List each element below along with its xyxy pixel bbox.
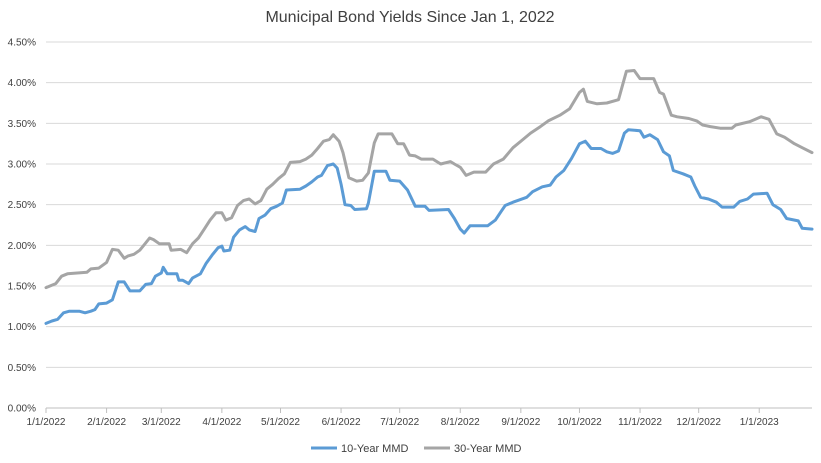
x-tick-label: 9/1/2022 [501,417,540,428]
x-axis: 1/1/2022 2/1/2022 3/1/2022 4/1/2022 5/1/2022… [27,408,779,428]
y-tick-label: 2.00% [8,241,36,252]
y-tick-label: 1.50% [8,282,36,293]
x-tick-label: 7/1/2022 [380,417,419,428]
x-tick-label: 12/1/2022 [676,417,721,428]
y-tick-label: 3.50% [8,119,36,130]
legend-label: 10-Year MMD [341,443,409,455]
y-tick-label: 0.00% [8,404,36,415]
legend: 10-Year MMD 30-Year MMD [311,443,522,455]
y-tick-label: 3.00% [8,160,36,171]
series-line-10-year-mmd [44,128,814,325]
y-axis-ticks: 0.00% 0.50% 1.00% 1.50% 2.00% 2.50% 3.00% 3.50%… [8,38,36,415]
y-tick-label: 4.50% [8,38,36,49]
x-tick-label: 5/1/2022 [261,417,300,428]
x-tick-label: 10/1/2022 [557,417,602,428]
x-tick-label: 6/1/2022 [322,417,361,428]
y-tick-label: 1.00% [8,322,36,333]
legend-label: 30-Year MMD [454,443,522,455]
x-tick-label: 11/1/2022 [618,417,662,428]
y-tick-label: 2.50% [8,200,36,211]
series-line-30-year-mmd [44,69,814,290]
x-tick-label: 1/1/2023 [740,417,779,428]
x-tick-label: 3/1/2022 [142,417,181,428]
series-lines [44,69,814,325]
chart-title: Municipal Bond Yields Since Jan 1, 2022 [265,9,554,26]
x-tick-label: 8/1/2022 [441,417,480,428]
x-tick-label: 2/1/2022 [87,417,126,428]
gridlines [46,41,812,409]
x-tick-label: 4/1/2022 [202,417,241,428]
y-tick-label: 4.00% [8,78,36,89]
y-tick-label: 0.50% [8,363,36,374]
x-tick-label: 1/1/2022 [27,417,66,428]
